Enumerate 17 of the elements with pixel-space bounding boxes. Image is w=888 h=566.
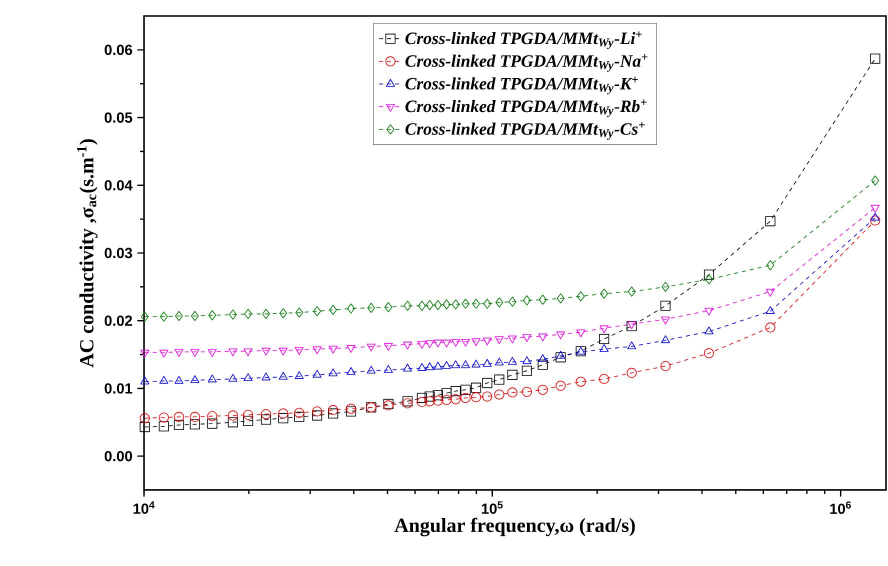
y-tick-label: 0.03: [104, 248, 132, 258]
y-tick-label: 0.06: [104, 44, 132, 56]
y-axis-title: AC conductivity ,σ$_{ac}$(s.m$^{-1}$): [77, 139, 98, 368]
legend-label: Cross-linked TPGDA/MMt$_{Wy}$-Li$^{+}$: [405, 31, 642, 50]
legend-label: Cross-linked TPGDA/MMt$_{Wy}$-K$^{+}$: [405, 76, 638, 94]
y-tick-label: 0.04: [104, 180, 133, 190]
x-axis-title: Angular frequency,ω (rad/s): [394, 518, 635, 536]
y-tick-label: 0.05: [104, 112, 132, 123]
legend-label: Cross-linked TPGDA/MMt$_{Wy}$-Na$^{+}$: [405, 54, 648, 72]
x-tick-label: 10$^{4}$: [134, 501, 155, 514]
y-tick-label: 0.02: [104, 316, 132, 326]
y-tick-label: 0.01: [104, 383, 132, 394]
legend-label: Cross-linked TPGDA/MMt$_{Wy}$-Cs$^{+}$: [405, 122, 645, 140]
x-tick-label: 10$^{5}$: [482, 501, 503, 514]
y-tick-label: 0.00: [104, 450, 132, 462]
x-tick-label: 10$^{6}$: [830, 501, 851, 514]
legend-label: Cross-linked TPGDA/MMt$_{Wy}$-Rb$^{+}$: [405, 99, 647, 118]
